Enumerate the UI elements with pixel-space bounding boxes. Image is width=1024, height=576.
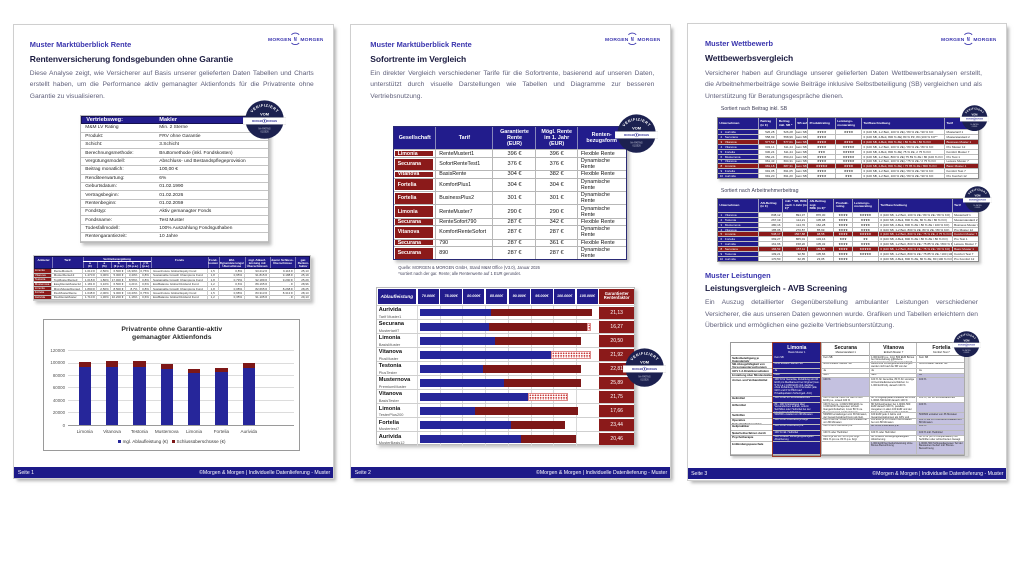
svg-text:VERIFIZIERT: VERIFIZIERT xyxy=(963,106,984,114)
svg-text:VOM: VOM xyxy=(260,111,269,116)
svg-text:MORGEN: MORGEN xyxy=(266,120,277,123)
svg-text:MORGEN: MORGEN xyxy=(638,134,649,137)
svg-text:VOM: VOM xyxy=(640,359,649,364)
svg-text:▮: ▮ xyxy=(967,343,968,346)
svg-text:VOM: VOM xyxy=(632,126,641,131)
svg-text:01/2026: 01/2026 xyxy=(964,351,970,353)
svg-text:MORGEN: MORGEN xyxy=(975,118,983,120)
svg-text:VERIFIZIERT: VERIFIZIERT xyxy=(956,332,977,340)
svg-text:MORGEN: MORGEN xyxy=(632,368,643,371)
svg-text:M: M xyxy=(294,36,297,42)
svg-text:M+ RATING: M+ RATING xyxy=(973,204,982,207)
svg-text:MORGEN: MORGEN xyxy=(966,118,974,120)
svg-text:MORGEN: MORGEN xyxy=(978,200,986,202)
svg-text:VERIFIZIERT: VERIFIZIERT xyxy=(966,188,987,196)
svg-text:MORGEN: MORGEN xyxy=(969,200,977,202)
svg-text:MORGEN: MORGEN xyxy=(252,120,263,123)
svg-text:01/2026: 01/2026 xyxy=(641,379,650,381)
svg-text:M: M xyxy=(631,36,634,42)
svg-text:M+ RATING: M+ RATING xyxy=(963,348,972,351)
svg-text:MORGEN: MORGEN xyxy=(974,37,997,43)
svg-text:VOM: VOM xyxy=(974,193,981,197)
svg-text:01/2026: 01/2026 xyxy=(260,131,269,133)
svg-text:VOM: VOM xyxy=(964,338,971,342)
svg-text:M+ RATING: M+ RATING xyxy=(630,142,642,145)
svg-text:01/2026: 01/2026 xyxy=(974,207,980,209)
svg-text:MORGEN: MORGEN xyxy=(942,37,966,43)
svg-text:M+ RATING: M+ RATING xyxy=(970,123,979,126)
svg-text:MORGEN: MORGEN xyxy=(605,37,629,43)
svg-text:01/2026: 01/2026 xyxy=(632,146,641,148)
svg-text:▮: ▮ xyxy=(977,199,978,202)
svg-text:M+ RATING: M+ RATING xyxy=(639,375,651,378)
svg-text:01/2026: 01/2026 xyxy=(971,126,977,128)
svg-text:▮: ▮ xyxy=(974,117,975,120)
svg-text:M: M xyxy=(967,36,970,42)
svg-text:M+ RATING: M+ RATING xyxy=(258,127,270,130)
svg-text:▮: ▮ xyxy=(644,368,645,371)
svg-text:MORGEN: MORGEN xyxy=(638,37,661,43)
svg-text:MORGEN: MORGEN xyxy=(301,37,324,43)
svg-text:MORGEN: MORGEN xyxy=(268,37,292,43)
svg-text:▮: ▮ xyxy=(264,119,265,122)
svg-text:MORGEN: MORGEN xyxy=(968,344,976,346)
svg-text:MORGEN: MORGEN xyxy=(959,344,967,346)
svg-text:▮: ▮ xyxy=(636,134,637,137)
svg-text:VOM: VOM xyxy=(971,112,978,116)
svg-text:MORGEN: MORGEN xyxy=(646,368,657,371)
svg-text:MORGEN: MORGEN xyxy=(624,134,635,137)
